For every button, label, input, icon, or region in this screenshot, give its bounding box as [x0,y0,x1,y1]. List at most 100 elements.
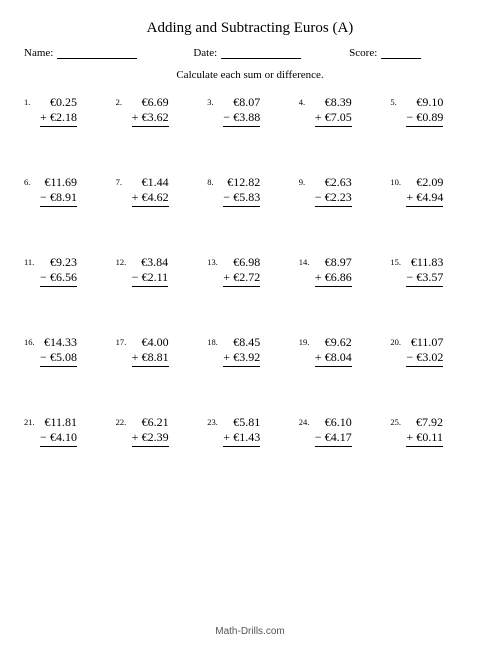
operator: + [132,430,142,445]
operand-bottom-value: €6.56 [50,270,77,284]
operator: − [223,190,233,205]
problem: 15.€11.83−€3.57 [390,255,476,287]
score-label: Score: [349,47,377,59]
operator: + [223,270,233,285]
score-blank[interactable] [381,48,421,59]
operand-bottom-value: €5.08 [50,350,77,364]
operand-top: €2.63 [315,175,352,190]
problem-number: 11. [24,255,40,267]
problem-stack: €6.10−€4.17 [315,415,352,447]
name-field: Name: [24,47,137,59]
problem: 10.€2.09+€4.94 [390,175,476,207]
operator: − [40,270,50,285]
problem-stack: €11.69−€8.91 [40,175,77,207]
operand-top: €9.62 [315,335,352,350]
name-label: Name: [24,47,53,59]
problem-stack: €1.44+€4.62 [132,175,169,207]
operand-bottom-value: €3.02 [416,350,443,364]
operand-bottom: −€2.11 [132,270,169,287]
problem-stack: €6.98+€2.72 [223,255,260,287]
operand-bottom-value: €3.57 [416,270,443,284]
operand-top: €6.21 [132,415,169,430]
operand-bottom: −€8.91 [40,190,77,207]
name-blank[interactable] [57,48,137,59]
problem-stack: €9.10−€0.89 [406,95,443,127]
operand-bottom: −€3.57 [406,270,443,287]
operand-bottom-value: €4.17 [325,430,352,444]
operand-top: €8.97 [315,255,352,270]
operator: − [40,190,50,205]
problem-number: 2. [116,95,132,107]
problem: 1.€0.25+€2.18 [24,95,110,127]
operand-bottom: +€1.43 [223,430,260,447]
operator: − [406,110,416,125]
operand-bottom-value: €2.18 [50,110,77,124]
operand-top: €8.45 [223,335,260,350]
problem: 7.€1.44+€4.62 [116,175,202,207]
operand-top: €9.10 [406,95,443,110]
problem: 20.€11.07−€3.02 [390,335,476,367]
operand-bottom: −€4.10 [40,430,77,447]
operator: − [223,110,233,125]
operator: + [223,430,233,445]
operand-top: €8.07 [223,95,260,110]
operand-bottom-value: €8.81 [142,350,169,364]
problem-number: 18. [207,335,223,347]
problem-number: 1. [24,95,40,107]
problem-number: 19. [299,335,315,347]
operand-bottom: +€3.92 [223,350,260,367]
operand-bottom-value: €4.10 [50,430,77,444]
operator: + [315,350,325,365]
operand-bottom-value: €8.91 [50,190,77,204]
worksheet-page: Adding and Subtracting Euros (A) Name: D… [0,0,500,459]
problem-stack: €8.07−€3.88 [223,95,260,127]
problem-stack: €8.97+€6.86 [315,255,352,287]
operand-top: €6.98 [223,255,260,270]
operator: − [315,430,325,445]
problem-stack: €8.45+€3.92 [223,335,260,367]
operand-bottom: +€2.18 [40,110,77,127]
operand-top: €1.44 [132,175,169,190]
operator: + [132,190,142,205]
operand-bottom: −€3.02 [406,350,443,367]
operand-top: €4.00 [132,335,169,350]
operand-bottom: +€2.72 [223,270,260,287]
date-blank[interactable] [221,48,301,59]
operand-bottom: +€7.05 [315,110,352,127]
operand-top: €14.33 [40,335,77,350]
instructions: Calculate each sum or difference. [24,69,476,81]
problem: 8.€12.82−€5.83 [207,175,293,207]
problem-number: 21. [24,415,40,427]
problem-stack: €11.83−€3.57 [406,255,443,287]
problem-stack: €0.25+€2.18 [40,95,77,127]
problem: 12.€3.84−€2.11 [116,255,202,287]
operand-top: €6.10 [315,415,352,430]
operator: + [406,430,416,445]
operator: − [40,350,50,365]
operand-bottom: +€4.94 [406,190,443,207]
problem-stack: €14.33−€5.08 [40,335,77,367]
operand-bottom: +€6.86 [315,270,352,287]
operand-top: €12.82 [223,175,260,190]
operand-bottom: −€6.56 [40,270,77,287]
problem-stack: €8.39+€7.05 [315,95,352,127]
date-field: Date: [193,47,301,59]
problem-number: 20. [390,335,406,347]
date-label: Date: [193,47,217,59]
problem-number: 23. [207,415,223,427]
problem: 11.€9.23−€6.56 [24,255,110,287]
problem: 14.€8.97+€6.86 [299,255,385,287]
problem: 16.€14.33−€5.08 [24,335,110,367]
operand-bottom-value: €8.04 [325,350,352,364]
problem-number: 7. [116,175,132,187]
problem: 9.€2.63−€2.23 [299,175,385,207]
problem: 4.€8.39+€7.05 [299,95,385,127]
operand-bottom-value: €7.05 [325,110,352,124]
operator: + [223,350,233,365]
operand-bottom: +€8.81 [132,350,169,367]
operand-bottom: +€2.39 [132,430,169,447]
operator: + [40,110,50,125]
problem-stack: €9.23−€6.56 [40,255,77,287]
problem-number: 13. [207,255,223,267]
problem-number: 25. [390,415,406,427]
